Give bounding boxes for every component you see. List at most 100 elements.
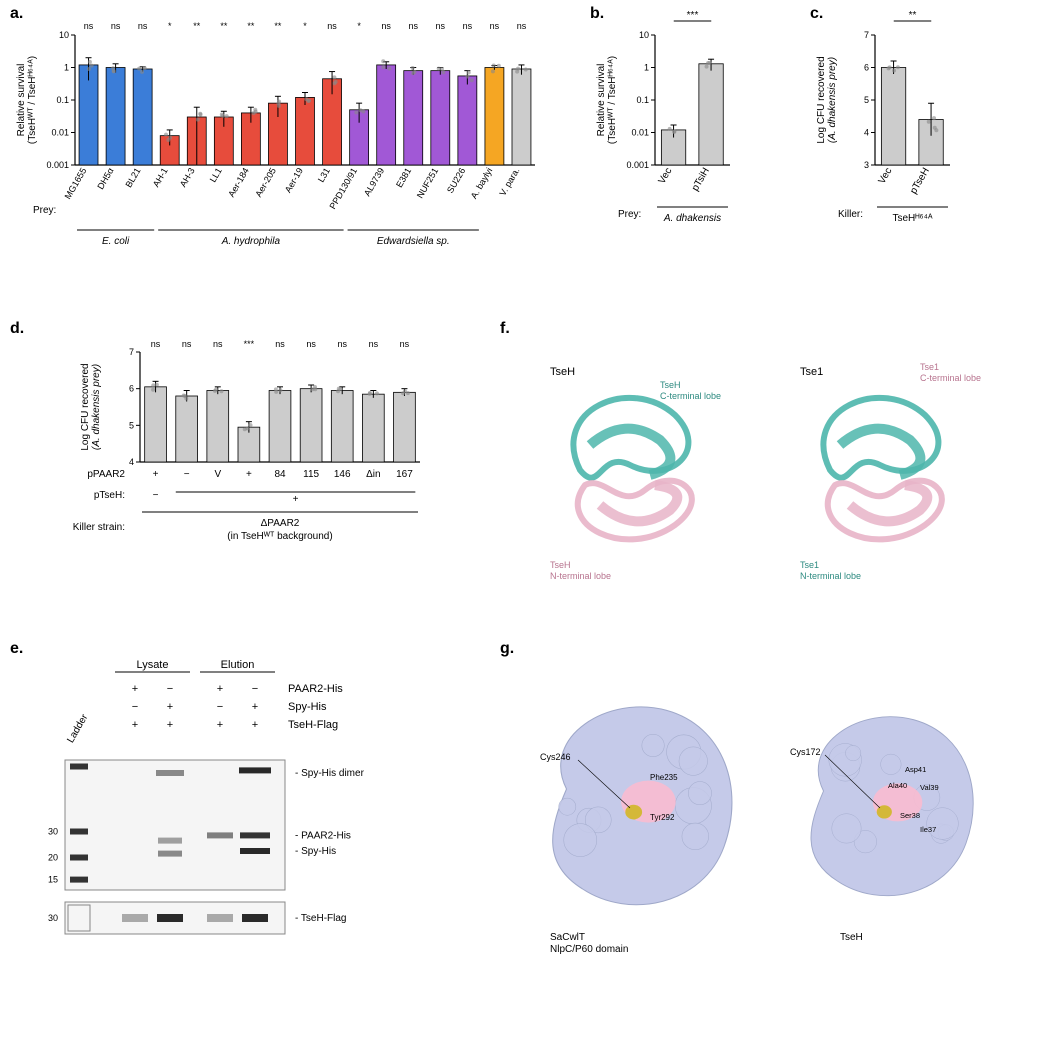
svg-text:1: 1 — [644, 63, 649, 73]
svg-text:NlpC/P60 domain: NlpC/P60 domain — [550, 944, 628, 955]
svg-text:115: 115 — [303, 469, 319, 480]
svg-text:Tse1: Tse1 — [800, 366, 823, 378]
svg-text:0.01: 0.01 — [51, 128, 69, 138]
svg-text:***: *** — [244, 339, 255, 349]
svg-text:7: 7 — [129, 347, 134, 357]
svg-text:0.1: 0.1 — [56, 95, 69, 105]
panel-e: e. LysateElution+−+−PAAR2-His−+−+Spy-His… — [10, 640, 480, 1045]
svg-text:DH5α: DH5α — [95, 166, 115, 191]
svg-text:BL21: BL21 — [123, 166, 142, 189]
svg-text:ns: ns — [463, 21, 473, 31]
svg-text:ns: ns — [306, 339, 316, 349]
svg-text:Aer-205: Aer-205 — [253, 166, 278, 199]
svg-text:AH-1: AH-1 — [151, 166, 170, 189]
svg-text:A. baylyi: A. baylyi — [469, 166, 495, 200]
svg-text:AH-3: AH-3 — [178, 166, 197, 189]
svg-text:−: − — [153, 490, 159, 501]
chart-d: 4567Log CFU recovered(A. dhakensis prey)… — [10, 320, 450, 600]
svg-text:(A. dhakensis prey): (A. dhakensis prey) — [91, 364, 102, 450]
svg-text:A. dhakensis: A. dhakensis — [663, 213, 721, 224]
svg-text:−: − — [167, 683, 173, 695]
svg-text:10: 10 — [639, 30, 649, 40]
svg-text:Killer strain:: Killer strain: — [73, 522, 125, 533]
svg-text:(A. dhakensis prey): (A. dhakensis prey) — [827, 57, 838, 143]
svg-text:(in TseHᵂᵀ background): (in TseHᵂᵀ background) — [227, 531, 332, 542]
svg-text:**: ** — [193, 21, 201, 31]
svg-text:*: * — [303, 21, 307, 31]
svg-text:Killer:: Killer: — [838, 209, 863, 220]
svg-text:Log CFU recovered: Log CFU recovered — [816, 56, 827, 143]
svg-text:146: 146 — [334, 469, 351, 480]
svg-text:167: 167 — [396, 469, 413, 480]
svg-text:ns: ns — [517, 21, 527, 31]
svg-text:4: 4 — [864, 128, 869, 138]
svg-text:TseH: TseH — [550, 560, 571, 570]
svg-text:+: + — [167, 719, 173, 731]
svg-text:*: * — [168, 21, 172, 31]
svg-text:C-terminal lobe: C-terminal lobe — [920, 373, 981, 383]
panel-c-label: c. — [810, 5, 823, 23]
svg-text:Ser38: Ser38 — [900, 811, 920, 820]
svg-text:PAAR2-His: PAAR2-His — [288, 683, 343, 695]
svg-text:−: − — [217, 701, 223, 713]
panel-g-label: g. — [500, 640, 514, 658]
svg-text:ns: ns — [138, 21, 148, 31]
svg-text:TseHᴴ⁶⁴ᴬ: TseHᴴ⁶⁴ᴬ — [892, 213, 932, 224]
svg-text:+: + — [252, 719, 258, 731]
chart-a: 0.0010.010.1110Relative survival(TseHᵂᵀ … — [10, 5, 550, 275]
svg-text:Cys246: Cys246 — [540, 752, 571, 762]
svg-text:Ile37: Ile37 — [920, 825, 936, 834]
svg-text:+: + — [252, 701, 258, 713]
svg-text:MG1655: MG1655 — [63, 166, 89, 201]
panel-b-label: b. — [590, 5, 604, 23]
svg-text:**: ** — [247, 21, 255, 31]
svg-text:20: 20 — [48, 853, 58, 863]
panel-e-label: e. — [10, 640, 23, 658]
svg-text:5: 5 — [129, 420, 134, 430]
svg-text:Prey:: Prey: — [33, 205, 56, 216]
svg-text:ns: ns — [182, 339, 192, 349]
svg-text:V: V — [214, 469, 221, 480]
svg-text:30: 30 — [48, 913, 58, 923]
svg-text:Tse1: Tse1 — [800, 560, 819, 570]
svg-text:pPAAR2: pPAAR2 — [87, 469, 125, 480]
svg-text:Aer-19: Aer-19 — [283, 166, 305, 194]
svg-text:Val39: Val39 — [920, 783, 939, 792]
panel-a-label: a. — [10, 5, 23, 23]
svg-text:Log CFU recovered: Log CFU recovered — [80, 363, 91, 450]
svg-text:+: + — [132, 719, 138, 731]
svg-text:Asp41: Asp41 — [905, 765, 926, 774]
svg-text:**: ** — [274, 21, 282, 31]
svg-text:ns: ns — [408, 21, 418, 31]
svg-text:- Spy-His dimer: - Spy-His dimer — [295, 768, 365, 779]
svg-text:ns: ns — [327, 21, 337, 31]
svg-text:0.01: 0.01 — [631, 128, 649, 138]
svg-text:84: 84 — [274, 469, 286, 480]
svg-text:***: *** — [687, 10, 699, 21]
panel-c: c. 34567Log CFU recovered(A. dhakensis p… — [810, 5, 985, 250]
svg-text:10: 10 — [59, 30, 69, 40]
svg-text:Prey:: Prey: — [618, 209, 641, 220]
blot-e: LysateElution+−+−PAAR2-His−+−+Spy-His+++… — [10, 640, 480, 1040]
svg-text:−: − — [132, 701, 138, 713]
svg-text:+: + — [167, 701, 173, 713]
panel-f-label: f. — [500, 320, 510, 338]
panel-d: d. 4567Log CFU recovered(A. dhakensis pr… — [10, 320, 450, 605]
svg-text:- Spy-His: - Spy-His — [295, 846, 336, 857]
svg-text:ns: ns — [337, 339, 347, 349]
svg-text:pTsiH: pTsiH — [690, 166, 712, 193]
svg-text:0.001: 0.001 — [46, 160, 69, 170]
svg-text:- TseH-Flag: - TseH-Flag — [295, 913, 347, 924]
svg-text:- PAAR2-His: - PAAR2-His — [295, 830, 351, 841]
svg-text:PPD130/91: PPD130/91 — [327, 166, 359, 211]
svg-text:Lysate: Lysate — [136, 659, 168, 671]
svg-text:pTseH:: pTseH: — [94, 490, 125, 501]
svg-text:ns: ns — [84, 21, 94, 31]
panel-d-label: d. — [10, 320, 24, 338]
svg-text:ns: ns — [111, 21, 121, 31]
svg-text:Edwardsiella sp.: Edwardsiella sp. — [377, 236, 450, 247]
svg-text:Δin: Δin — [366, 469, 380, 480]
svg-text:+: + — [246, 469, 252, 480]
structure-g: SaCwlTNlpC/P60 domainCys246Phe235Tyr292T… — [500, 640, 1030, 1040]
svg-text:**: ** — [909, 10, 917, 21]
